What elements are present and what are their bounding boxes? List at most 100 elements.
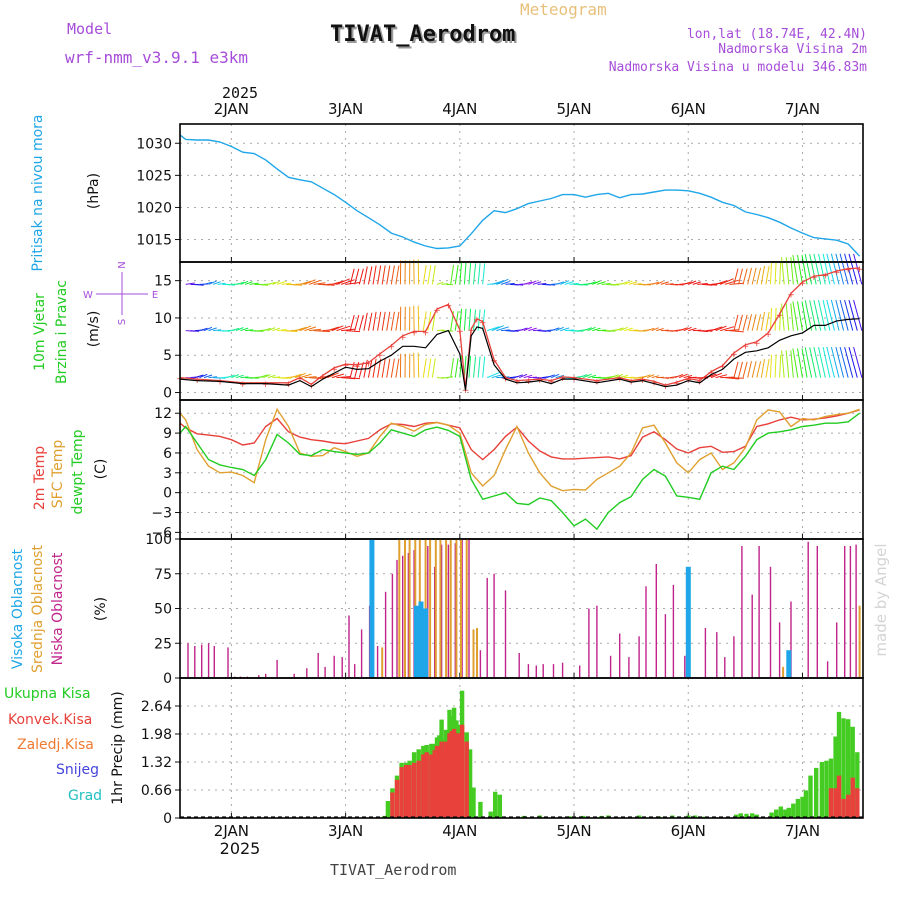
precip-total-bar (493, 792, 497, 818)
precip-total-bar (820, 762, 824, 818)
precip-total-bar (791, 804, 795, 818)
pressure-ytick-label: 1025 (136, 168, 172, 184)
temp-title-dew: dewpt Temp (70, 429, 86, 514)
cloud-low-bar (402, 556, 403, 678)
cloud-low-bar (334, 656, 335, 678)
cloud-low-bar (855, 545, 856, 678)
precip-legend-total: Ukupna Kisa (4, 686, 91, 702)
cloud-low-bar (596, 606, 597, 678)
cloud-high-bar (423, 609, 428, 679)
cloud-mid-bar (398, 539, 400, 678)
precip-conv-bar (460, 725, 464, 818)
cloud-low-bar (638, 636, 639, 678)
wind-arrow-row-925 (418, 306, 419, 331)
cloud-high-bar (414, 606, 419, 678)
wind-gust-marker: + (422, 328, 430, 338)
cloud-low-bar (628, 657, 629, 678)
cloud-mid-bar (435, 539, 437, 678)
cloud-low-bar (377, 646, 378, 678)
cloud-low-bar (276, 660, 277, 678)
cloud-low-bar (493, 574, 494, 678)
cloud-low-bar (817, 546, 818, 678)
wind-gust-marker: + (799, 279, 807, 289)
cloud-low-bar (194, 646, 195, 678)
precip-ytick-label: 1.32 (141, 755, 172, 771)
pressure-ytick-label: 1015 (136, 233, 172, 249)
wind-ytick-label: 5 (163, 348, 172, 364)
model-label: Model (67, 20, 112, 38)
bottom-year-label: 2025 (220, 839, 261, 858)
precip-ytick-label: 0.66 (141, 783, 172, 799)
temp-ylabel: (C) (93, 459, 109, 480)
precip-conv-bar (407, 765, 411, 818)
temp-ytick-label: 12 (154, 406, 172, 422)
cloud-low-bar (770, 567, 771, 678)
wind-gust-marker: + (833, 268, 841, 278)
wind-gust-marker: + (844, 266, 852, 276)
cloud-mid-bar (859, 606, 861, 678)
cloud-ytick-label: 50 (154, 602, 172, 618)
wind-gust-marker: + (787, 290, 795, 300)
cloud-low-bar (808, 542, 809, 678)
cloud-ytick-label: 100 (145, 532, 172, 548)
footer-station: TIVAT_Aerodrom (330, 861, 456, 879)
cloud-low-bar (208, 643, 209, 678)
precip-conv-bar (851, 778, 855, 818)
temp-ytick-label: 9 (163, 426, 172, 442)
precip-conv-bar (846, 795, 850, 818)
wind-gust-marker: + (810, 273, 818, 283)
wind-gust-marker: + (822, 272, 830, 282)
cloud-title-mid: Srednja Oblacnost (30, 545, 46, 673)
precip-total-bar (814, 768, 818, 818)
cloud-low-bar (543, 664, 544, 678)
wind-gust-marker: + (764, 330, 772, 340)
cloud-mid-bar (782, 667, 784, 678)
pressure-ytick-label: 1030 (136, 136, 172, 152)
cloud-ytick-label: 75 (154, 567, 172, 583)
precip-ytick-label: 2.64 (141, 699, 172, 715)
wind-gust-marker: + (433, 306, 441, 316)
precip-conv-bar (837, 776, 841, 818)
wind-gust-marker: + (776, 311, 784, 321)
wind-ylabel: (m/s) (86, 311, 102, 348)
cloud-low-bar (361, 629, 362, 678)
top-day-label: 4JAN (442, 100, 477, 118)
cloud-low-bar (716, 632, 717, 678)
temp-title-sfc: SFC Temp (50, 440, 66, 509)
compass-e: E (152, 290, 158, 301)
bottom-day-label: 2JAN (214, 822, 249, 840)
cloud-ytick-label: 25 (154, 636, 172, 652)
precip-conv-bar (829, 788, 833, 818)
cloud-low-bar (752, 595, 753, 678)
precip-total-bar (779, 807, 783, 819)
cloud-low-bar (844, 546, 845, 678)
wind-gust-marker: + (262, 380, 270, 390)
wind-title: 10m Vjetar (32, 293, 48, 371)
lonlat-label: lon,lat (18.74E, 42.4N) (687, 27, 867, 42)
pressure-ylabel: (hPa) (86, 173, 102, 209)
precip-total-bar (478, 802, 482, 818)
cloud-low-bar (354, 664, 355, 678)
wind-arrow-row-850 (418, 260, 419, 285)
wind-gust-marker: + (445, 302, 453, 312)
cloud-low-bar (187, 643, 188, 678)
precip-conv-bar (425, 752, 429, 818)
cloud-high-bar (786, 650, 791, 678)
wind-ytick-label: 10 (154, 311, 172, 327)
cloud-high-bar (369, 539, 374, 678)
cloud-mid-bar (439, 539, 441, 678)
cloud-low-bar (724, 657, 725, 678)
cloud-mid-bar (450, 539, 452, 678)
cloud-low-bar (836, 622, 837, 678)
wind-gust-marker: + (353, 362, 361, 372)
cloud-low-bar (318, 653, 319, 678)
precip-legend-snow: Snijeg (56, 762, 99, 778)
wind-arrow-row-10m (729, 378, 743, 379)
cloud-low-bar (673, 585, 674, 678)
cloud-low-bar (619, 634, 620, 679)
cloud-low-bar (201, 645, 202, 678)
temp-title-2m: 2m Temp (32, 446, 48, 510)
precip-conv-bar (855, 788, 859, 818)
watermark: made by Angel (872, 543, 890, 656)
